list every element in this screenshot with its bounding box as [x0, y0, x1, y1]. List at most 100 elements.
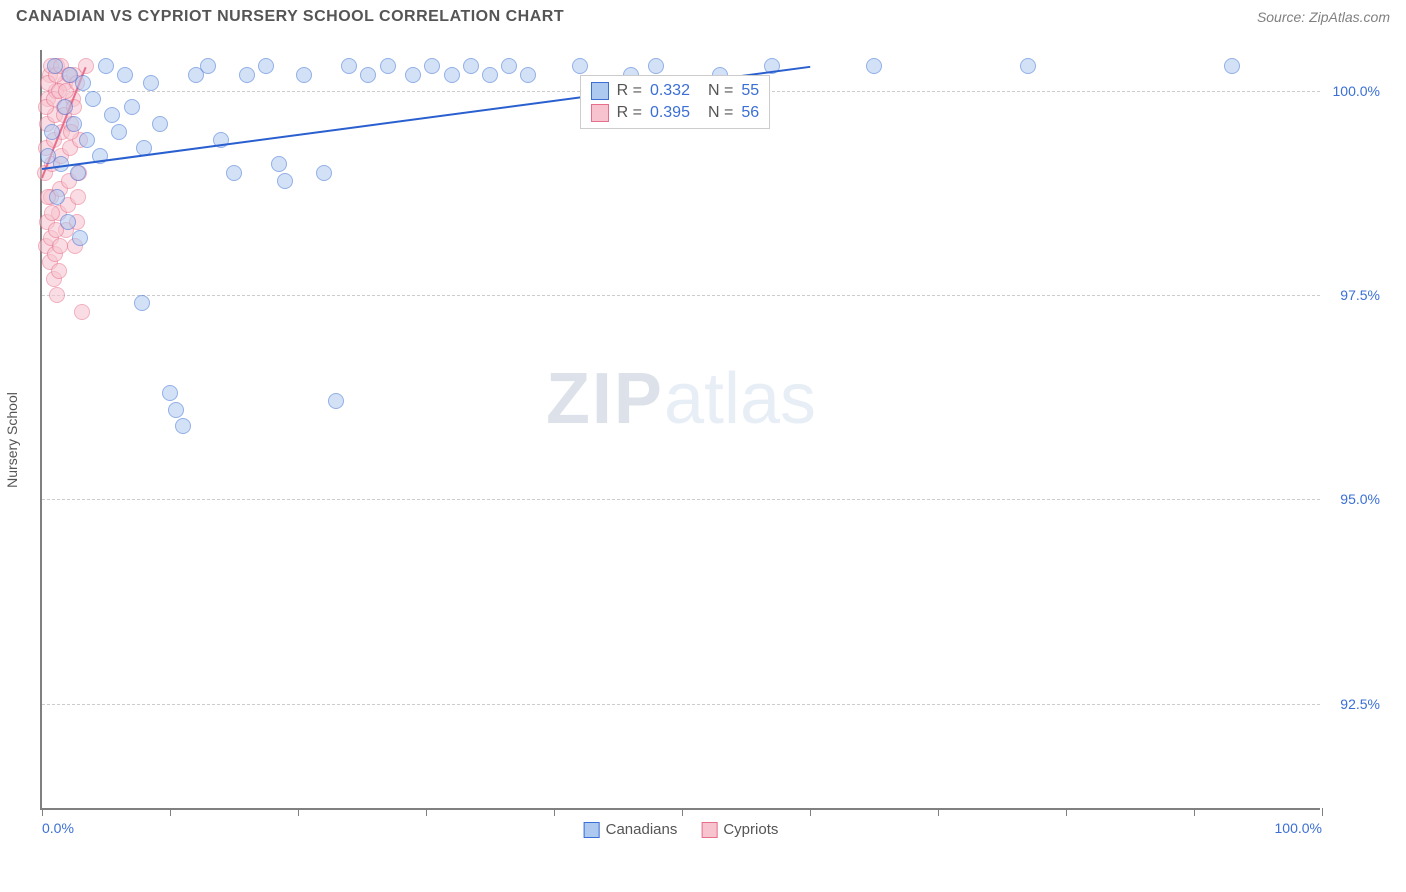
gridline [42, 295, 1320, 296]
marker-canadians [328, 393, 344, 409]
marker-canadians [143, 75, 159, 91]
stats-n-value: 56 [741, 104, 759, 122]
marker-canadians [405, 67, 421, 83]
stats-row: R = 0.395 N = 56 [591, 102, 760, 124]
ytick-label: 92.5% [1340, 696, 1380, 712]
marker-canadians [60, 214, 76, 230]
y-axis-label: Nursery School [4, 392, 20, 488]
marker-cypriots [78, 58, 94, 74]
marker-canadians [70, 165, 86, 181]
stats-box: R =0.332N =55R =0.395N =56 [580, 75, 771, 129]
ytick-label: 97.5% [1340, 287, 1380, 303]
xtick [170, 808, 171, 816]
marker-canadians [49, 189, 65, 205]
marker-canadians [482, 67, 498, 83]
marker-cypriots [49, 287, 65, 303]
xtick [42, 808, 43, 816]
marker-cypriots [51, 263, 67, 279]
stats-n-label: N = [708, 104, 733, 122]
watermark-atlas: atlas [664, 359, 816, 439]
chart-header: CANADIAN VS CYPRIOT NURSERY SCHOOL CORRE… [0, 0, 1406, 30]
marker-canadians [341, 58, 357, 74]
stats-n-label: N = [708, 82, 733, 100]
ytick-label: 95.0% [1340, 491, 1380, 507]
legend-label: Cypriots [723, 821, 778, 838]
watermark-zip: ZIP [546, 359, 664, 439]
stats-r-label: R = [617, 82, 642, 100]
marker-canadians [258, 58, 274, 74]
marker-canadians [1020, 58, 1036, 74]
xtick [1322, 808, 1323, 816]
chart-container: Nursery School ZIPatlas 92.5%95.0%97.5%1… [40, 50, 1380, 830]
stats-row: R =0.332N =55 [591, 80, 760, 102]
legend-swatch [701, 822, 717, 838]
marker-canadians [200, 58, 216, 74]
chart-title: CANADIAN VS CYPRIOT NURSERY SCHOOL CORRE… [16, 8, 564, 26]
marker-canadians [152, 116, 168, 132]
xtick [810, 808, 811, 816]
xtick [426, 808, 427, 816]
stats-r-label: R = [617, 104, 642, 122]
marker-canadians [57, 99, 73, 115]
stats-swatch [591, 82, 609, 100]
marker-canadians [520, 67, 536, 83]
marker-canadians [463, 58, 479, 74]
xtick [554, 808, 555, 816]
marker-canadians [117, 67, 133, 83]
marker-canadians [66, 116, 82, 132]
marker-canadians [162, 385, 178, 401]
marker-canadians [124, 99, 140, 115]
marker-canadians [866, 58, 882, 74]
legend: Canadians Cypriots [584, 821, 779, 838]
legend-item: Canadians [584, 821, 678, 838]
marker-canadians [277, 173, 293, 189]
marker-canadians [316, 165, 332, 181]
legend-swatch [584, 822, 600, 838]
marker-canadians [572, 58, 588, 74]
marker-cypriots [70, 189, 86, 205]
marker-canadians [104, 107, 120, 123]
marker-canadians [424, 58, 440, 74]
marker-canadians [85, 91, 101, 107]
marker-canadians [501, 58, 517, 74]
marker-canadians [72, 230, 88, 246]
marker-canadians [271, 156, 287, 172]
marker-canadians [380, 58, 396, 74]
xtick [1066, 808, 1067, 816]
legend-item: Cypriots [701, 821, 778, 838]
chart-source: Source: ZipAtlas.com [1257, 9, 1390, 25]
ytick-label: 100.0% [1333, 83, 1380, 99]
marker-cypriots [74, 304, 90, 320]
marker-canadians [168, 402, 184, 418]
plot-area: ZIPatlas 92.5%95.0%97.5%100.0%0.0%100.0%… [40, 50, 1320, 810]
marker-canadians [111, 124, 127, 140]
xtick [682, 808, 683, 816]
marker-canadians [226, 165, 242, 181]
marker-canadians [134, 295, 150, 311]
marker-canadians [98, 58, 114, 74]
marker-canadians [239, 67, 255, 83]
stats-r-value: 0.395 [650, 104, 690, 122]
gridline [42, 499, 1320, 500]
xtick [938, 808, 939, 816]
xtick [298, 808, 299, 816]
watermark: ZIPatlas [546, 358, 816, 440]
xtick [1194, 808, 1195, 816]
marker-canadians [444, 67, 460, 83]
marker-cypriots [52, 238, 68, 254]
marker-canadians [175, 418, 191, 434]
marker-canadians [1224, 58, 1240, 74]
legend-label: Canadians [606, 821, 678, 838]
marker-canadians [360, 67, 376, 83]
stats-n-value: 55 [741, 82, 759, 100]
marker-cypriots [44, 205, 60, 221]
xtick-label: 0.0% [42, 820, 74, 836]
stats-swatch [591, 104, 609, 122]
marker-canadians [79, 132, 95, 148]
marker-canadians [44, 124, 60, 140]
gridline [42, 704, 1320, 705]
marker-canadians [648, 58, 664, 74]
marker-canadians [47, 58, 63, 74]
marker-canadians [296, 67, 312, 83]
marker-canadians [75, 75, 91, 91]
